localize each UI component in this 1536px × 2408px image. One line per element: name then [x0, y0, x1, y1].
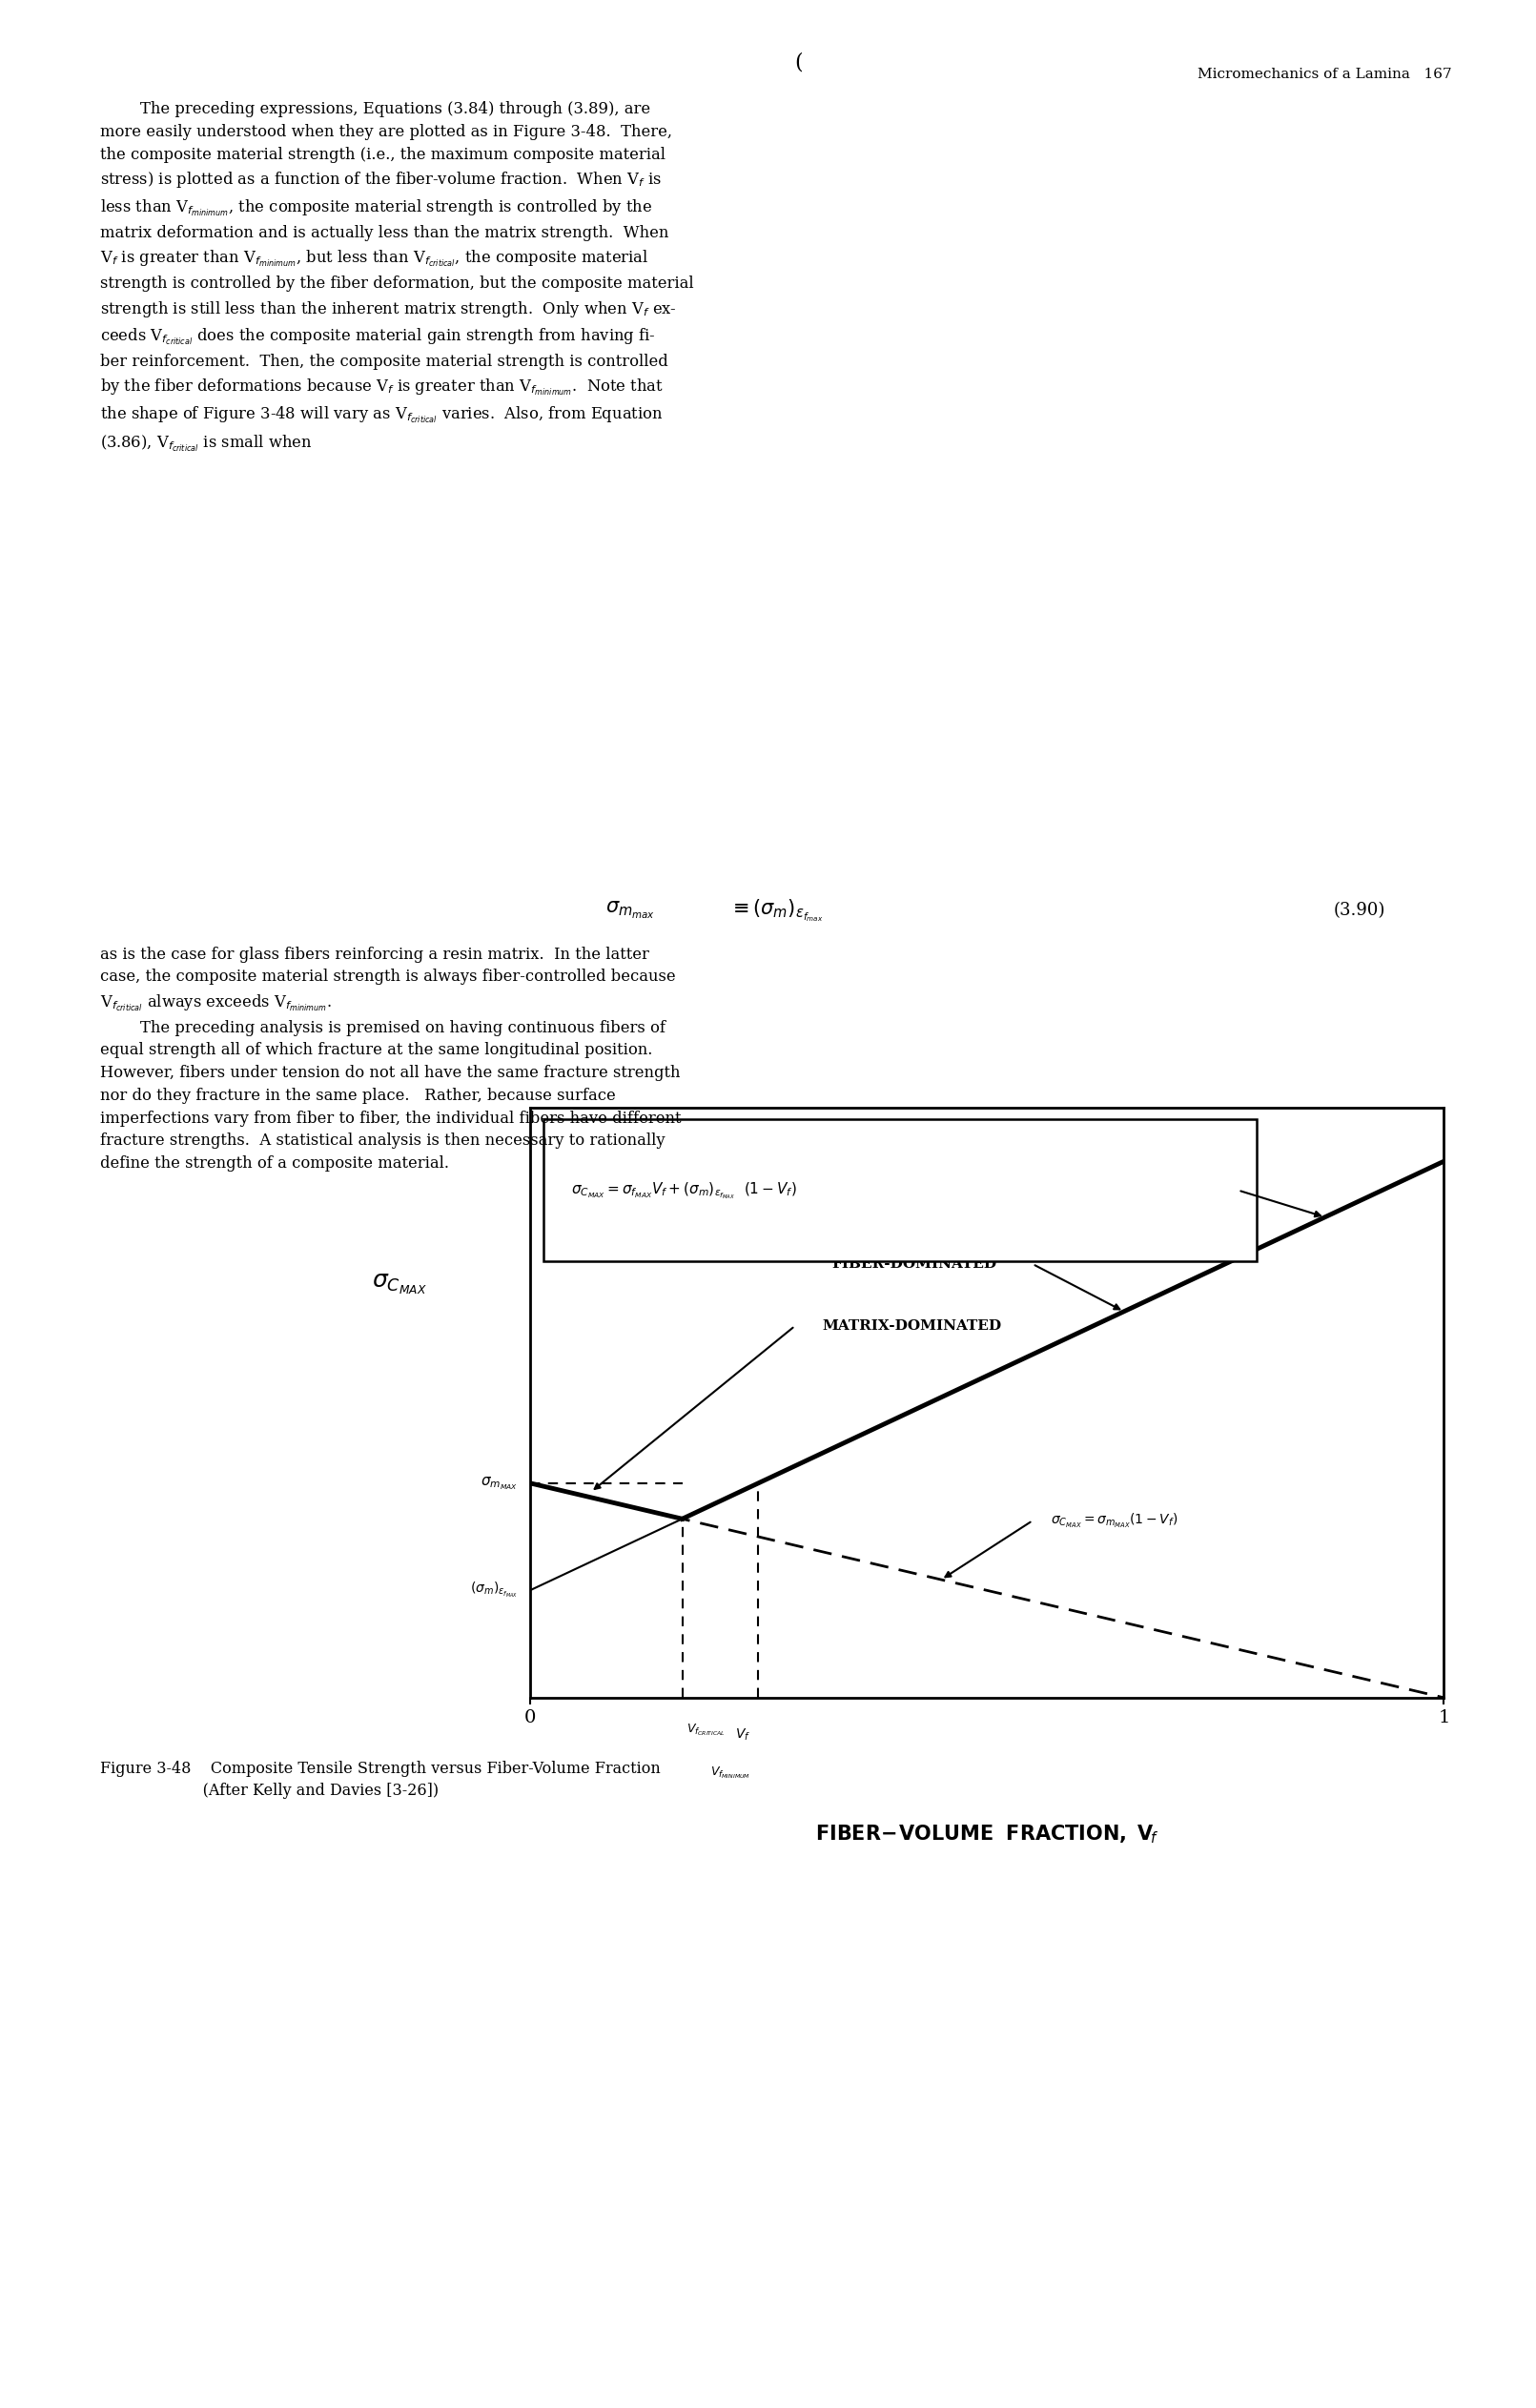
Text: MATRIX-DOMINATED: MATRIX-DOMINATED — [822, 1320, 1001, 1332]
Text: $\sigma_{C_{MAX}}$: $\sigma_{C_{MAX}}$ — [372, 1274, 427, 1296]
Text: $\sigma_{C_{MAX}} = \sigma_{f_{MAX}}V_f + (\sigma_m)_{\varepsilon_{f_{MAX}}}\ \ : $\sigma_{C_{MAX}} = \sigma_{f_{MAX}}V_f … — [571, 1180, 797, 1202]
Text: $V_{f}$: $V_{f}$ — [736, 1727, 751, 1741]
Text: Micromechanics of a Lamina   167: Micromechanics of a Lamina 167 — [1197, 67, 1452, 82]
Text: FIBER-DOMINATED: FIBER-DOMINATED — [831, 1257, 997, 1271]
Text: The preceding expressions, Equations (3.84) through (3.89), are
more easily unde: The preceding expressions, Equations (3.… — [100, 101, 693, 453]
Text: (: ( — [794, 51, 803, 72]
Text: $V_{f_{CRITICAL}}$: $V_{f_{CRITICAL}}$ — [687, 1722, 727, 1739]
Text: $\sigma_{m_{max}}$: $\sigma_{m_{max}}$ — [605, 901, 654, 920]
Text: $\bf{FIBER\!-\!VOLUME\ \ FRACTION,}$$\bf{\ V}_{\!\it{f}}$: $\bf{FIBER\!-\!VOLUME\ \ FRACTION,}$$\bf… — [816, 1823, 1158, 1845]
Text: $\equiv (\sigma_m)_{\varepsilon_{f_{max}}}$: $\equiv (\sigma_m)_{\varepsilon_{f_{max}… — [728, 896, 823, 925]
Text: $\sigma_{C_{MAX}} = \sigma_{m_{MAX}}(1 - V_f)$: $\sigma_{C_{MAX}} = \sigma_{m_{MAX}}(1 -… — [1051, 1512, 1178, 1529]
FancyBboxPatch shape — [544, 1120, 1256, 1262]
Text: as is the case for glass fibers reinforcing a resin matrix.  In the latter
case,: as is the case for glass fibers reinforc… — [100, 946, 680, 1173]
Text: $\sigma_{m_{MAX}}$: $\sigma_{m_{MAX}}$ — [481, 1474, 518, 1491]
Text: Figure 3-48    Composite Tensile Strength versus Fiber-Volume Fraction
         : Figure 3-48 Composite Tensile Strength v… — [100, 1760, 660, 1799]
Text: $(\sigma_m)_{\varepsilon_{f_{MAX}}}$: $(\sigma_m)_{\varepsilon_{f_{MAX}}}$ — [470, 1580, 518, 1599]
Text: (3.90): (3.90) — [1333, 901, 1385, 920]
Text: $V_{f_{MINIMUM}}$: $V_{f_{MINIMUM}}$ — [711, 1765, 751, 1782]
